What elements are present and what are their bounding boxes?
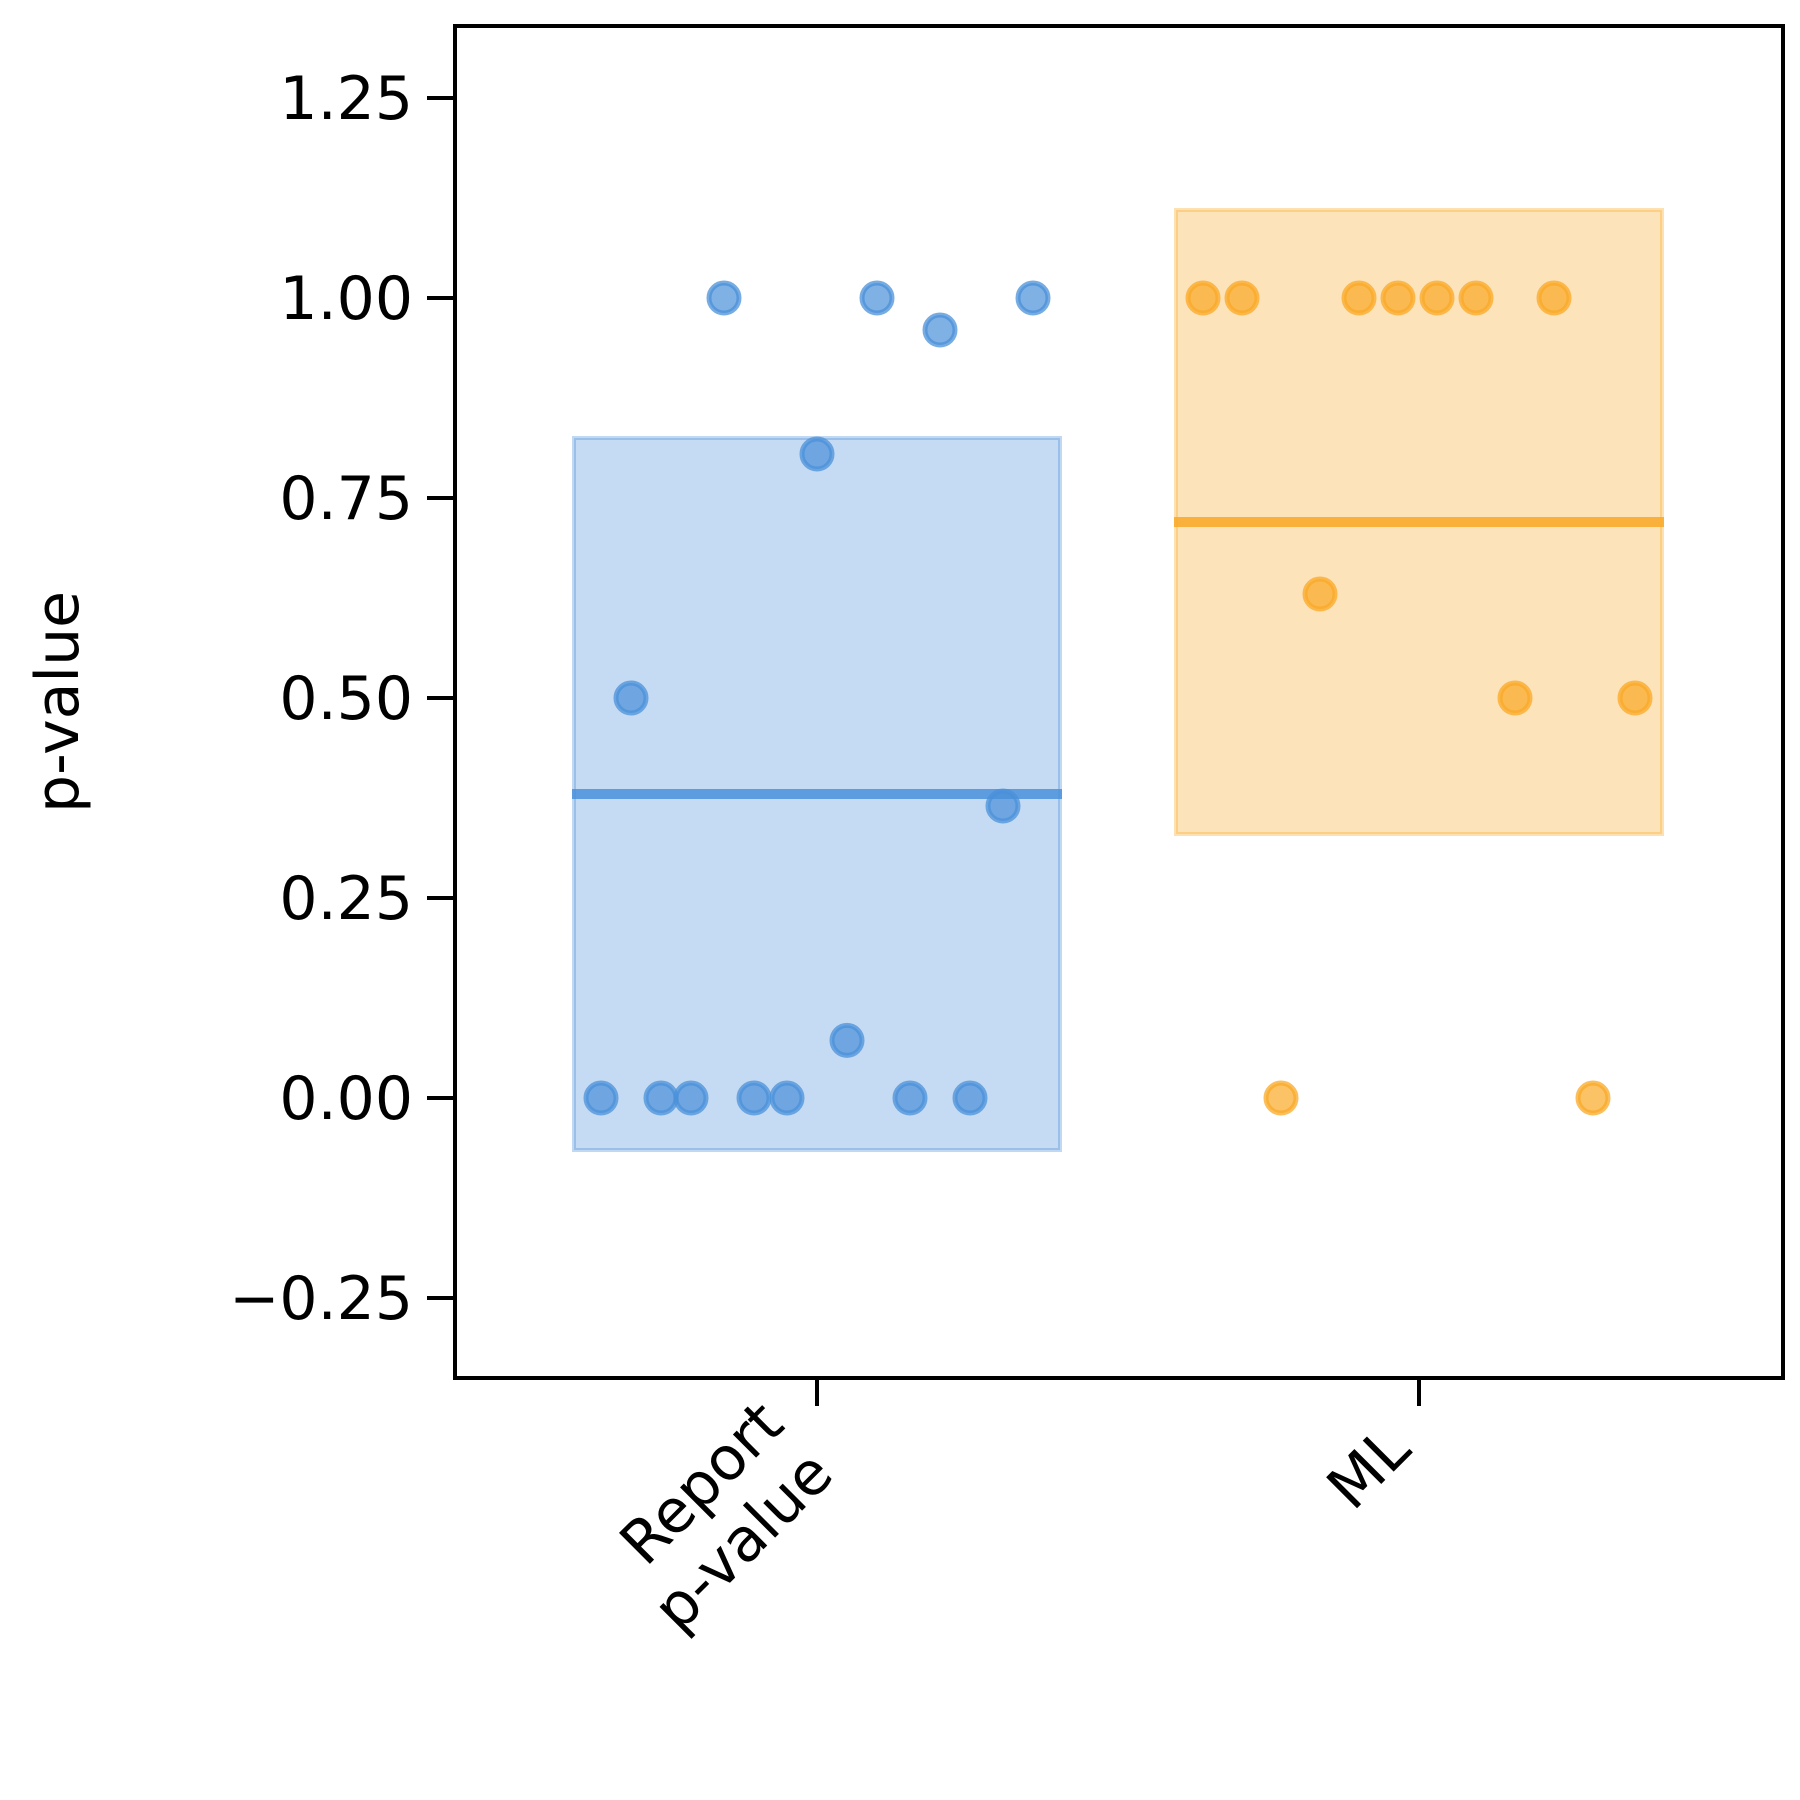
data-point xyxy=(1458,280,1494,316)
y-tick-label: 0.50 xyxy=(279,664,413,734)
data-point xyxy=(583,1080,619,1116)
data-point xyxy=(859,280,895,316)
data-point xyxy=(1341,280,1377,316)
data-point xyxy=(1263,1080,1299,1116)
data-point xyxy=(769,1080,805,1116)
data-point xyxy=(1419,280,1455,316)
data-point xyxy=(952,1080,988,1116)
mean-line-layer xyxy=(572,517,1664,799)
x-tick-label-line: ML xyxy=(1314,1413,1424,1523)
data-point xyxy=(985,788,1021,824)
data-point xyxy=(613,680,649,716)
data-point xyxy=(643,1080,679,1116)
plot-frame xyxy=(453,24,1785,1380)
y-tick-label: 0.75 xyxy=(279,464,413,534)
y-axis: −0.25 0.00 0.25 0.50 0.75 1.00 1.25 xyxy=(229,64,455,1334)
y-tick-label: 1.25 xyxy=(279,64,413,134)
data-point xyxy=(829,1022,865,1058)
data-point xyxy=(892,1080,928,1116)
point-layer xyxy=(583,280,1653,1116)
band-layer xyxy=(572,208,1664,1152)
data-point xyxy=(706,280,742,316)
data-point xyxy=(1536,280,1572,316)
y-axis-label: p-value xyxy=(23,591,93,813)
data-point xyxy=(1497,680,1533,716)
data-point xyxy=(1575,1080,1611,1116)
data-point xyxy=(673,1080,709,1116)
x-tick-label-1: ML xyxy=(1314,1413,1424,1523)
y-tick-label: 0.25 xyxy=(279,864,413,934)
data-point xyxy=(1015,280,1051,316)
data-point xyxy=(799,436,835,472)
data-point xyxy=(1224,280,1260,316)
y-tick-label: 0.00 xyxy=(279,1064,413,1134)
data-point xyxy=(1380,280,1416,316)
y-tick-label: −0.25 xyxy=(229,1264,413,1334)
data-point xyxy=(1185,280,1221,316)
data-point xyxy=(1302,576,1338,612)
y-tick-label: 1.00 xyxy=(279,264,413,334)
data-point xyxy=(922,312,958,348)
data-point xyxy=(736,1080,772,1116)
data-point xyxy=(1617,680,1653,716)
